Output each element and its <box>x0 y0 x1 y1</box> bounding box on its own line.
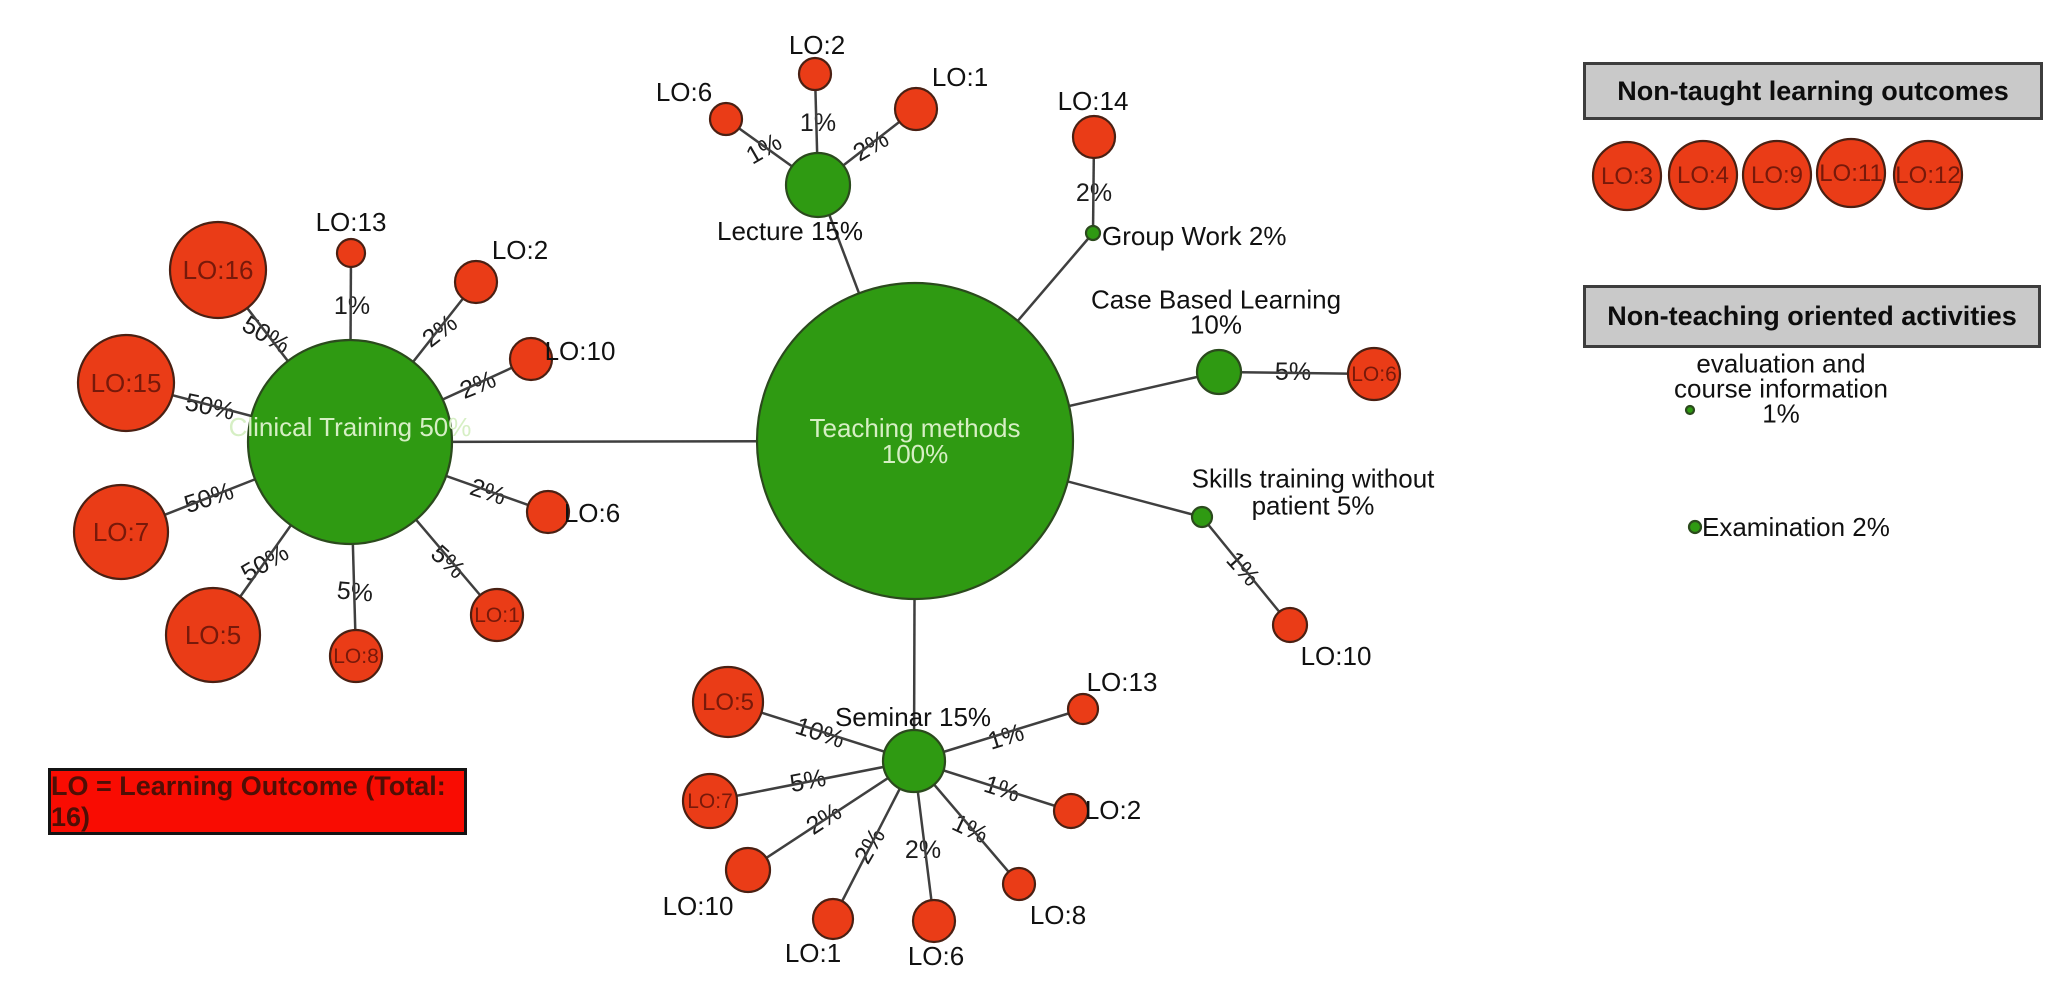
node-m10 <box>724 846 772 894</box>
node-c13 <box>335 237 367 269</box>
label-examination-note: Examination 2% <box>1702 512 1890 542</box>
node-label-b6: LO:6 <box>1351 363 1397 386</box>
label-clinical-lo2: LO:2 <box>492 235 548 265</box>
non-taught-panel-title: Non-taught learning outcomes <box>1617 75 2009 106</box>
node-dot_mid <box>1684 404 1696 416</box>
node-label-clinical: Clinical Training 50% <box>229 412 472 442</box>
label-seminar-lo2: LO:2 <box>1085 795 1141 825</box>
node-label-c1: LO:1 <box>474 604 520 627</box>
label-lecture-title: Lecture 15% <box>717 216 863 246</box>
node-label-c15: LO:15 <box>91 368 162 398</box>
layer-float-labels: Lecture 15% LO:6 LO:2 LO:1 LO:14 Group Work 2… <box>316 30 1890 971</box>
label-skills-lo10: LO:10 <box>1301 641 1372 671</box>
node-n9 <box>1741 139 1813 211</box>
node-label-n12: LO:12 <box>1895 162 1960 189</box>
label-lecture-lo6: LO:6 <box>656 77 712 107</box>
node-m6 <box>911 898 957 944</box>
node-cbl <box>1195 348 1243 396</box>
non-teaching-panel: Non-teaching oriented activities <box>1583 285 2041 348</box>
node-m1 <box>811 897 855 941</box>
node-m13 <box>1066 692 1100 726</box>
non-taught-panel: Non-taught learning outcomes <box>1583 62 2043 120</box>
layer-node-labels: Teaching methods 100% Clinical Training 50… <box>91 160 1961 813</box>
label-seminar-lo6: LO:6 <box>908 941 964 971</box>
node-c5 <box>164 586 262 684</box>
node-n4 <box>1667 139 1739 211</box>
edge-label-clinical-c16: 50% <box>237 310 294 359</box>
label-seminar-title: Seminar 15% <box>835 702 991 732</box>
label-lecture-lo2: LO:2 <box>789 30 845 60</box>
node-l1 <box>893 86 939 132</box>
node-label-c5: LO:5 <box>185 620 241 650</box>
node-label-c7: LO:7 <box>93 517 149 547</box>
edge-label-clinical-c10: 2% <box>456 365 500 404</box>
node-n3 <box>1591 140 1663 212</box>
label-seminar-lo10: LO:10 <box>663 891 734 921</box>
label-clinical-lo6: LO:6 <box>564 498 620 528</box>
node-b6 <box>1346 346 1402 402</box>
label-seminar-lo13: LO:13 <box>1087 667 1158 697</box>
edge-label-lecture-l2: 1% <box>800 109 836 137</box>
label-seminar-lo8: LO:8 <box>1030 900 1086 930</box>
lo-definition-text: LO = Learning Outcome (Total: 16) <box>51 770 446 832</box>
node-n11 <box>1815 137 1887 209</box>
label-groupwork-title: Group Work 2% <box>1102 221 1286 251</box>
node-label-n9: LO:9 <box>1751 162 1803 189</box>
label-cbl-title: Case Based Learning 10% <box>1091 285 1341 340</box>
non-teaching-panel-title: Non-teaching oriented activities <box>1607 301 2017 331</box>
edge-skills-s10 <box>1201 516 1291 626</box>
node-label-teaching: Teaching methods 100% <box>809 413 1020 469</box>
node-l2 <box>797 56 833 92</box>
node-m2 <box>1052 792 1090 830</box>
node-label-m7: LO:7 <box>687 790 733 813</box>
edge-seminar-m10 <box>747 759 915 872</box>
node-groupwork <box>1084 224 1102 242</box>
node-skills <box>1190 505 1214 529</box>
node-label-c8: LO:8 <box>333 645 379 668</box>
node-c16 <box>168 220 268 320</box>
node-m5 <box>691 665 765 739</box>
node-c8 <box>328 628 384 684</box>
node-teaching <box>755 281 1075 601</box>
lo-definition-box: LO = Learning Outcome (Total: 16) <box>48 768 467 835</box>
node-n12 <box>1892 139 1964 211</box>
node-c1 <box>469 587 525 643</box>
node-m7 <box>681 772 739 830</box>
node-l6 <box>708 101 744 137</box>
node-c7 <box>72 483 170 581</box>
label-lecture-lo1: LO:1 <box>932 62 988 92</box>
node-c6 <box>525 489 571 535</box>
node-label-n4: LO:4 <box>1677 162 1729 189</box>
node-label-c16: LO:16 <box>183 255 254 285</box>
node-s10 <box>1271 606 1309 644</box>
node-c10 <box>508 336 554 382</box>
label-seminar-lo1: LO:1 <box>785 938 841 968</box>
node-seminar <box>881 728 947 794</box>
node-c15 <box>76 333 176 433</box>
node-c2 <box>453 259 499 305</box>
label-groupwork-lo14: LO:14 <box>1058 86 1129 116</box>
edge-seminar-m7 <box>709 759 915 803</box>
node-clinical <box>246 338 454 546</box>
layer-nodes <box>72 56 1964 944</box>
node-m8 <box>1001 866 1037 902</box>
node-g14 <box>1071 114 1117 160</box>
node-label-n11: LO:11 <box>1819 160 1883 187</box>
node-lecture <box>784 151 852 219</box>
label-clinical-lo13: LO:13 <box>316 207 387 237</box>
label-skills-title: Skills training without patient 5% <box>1192 464 1436 521</box>
node-label-m5: LO:5 <box>702 689 754 716</box>
node-dot_exam <box>1687 519 1703 535</box>
label-clinical-lo10: LO:10 <box>545 336 616 366</box>
node-label-n3: LO:3 <box>1601 163 1653 190</box>
